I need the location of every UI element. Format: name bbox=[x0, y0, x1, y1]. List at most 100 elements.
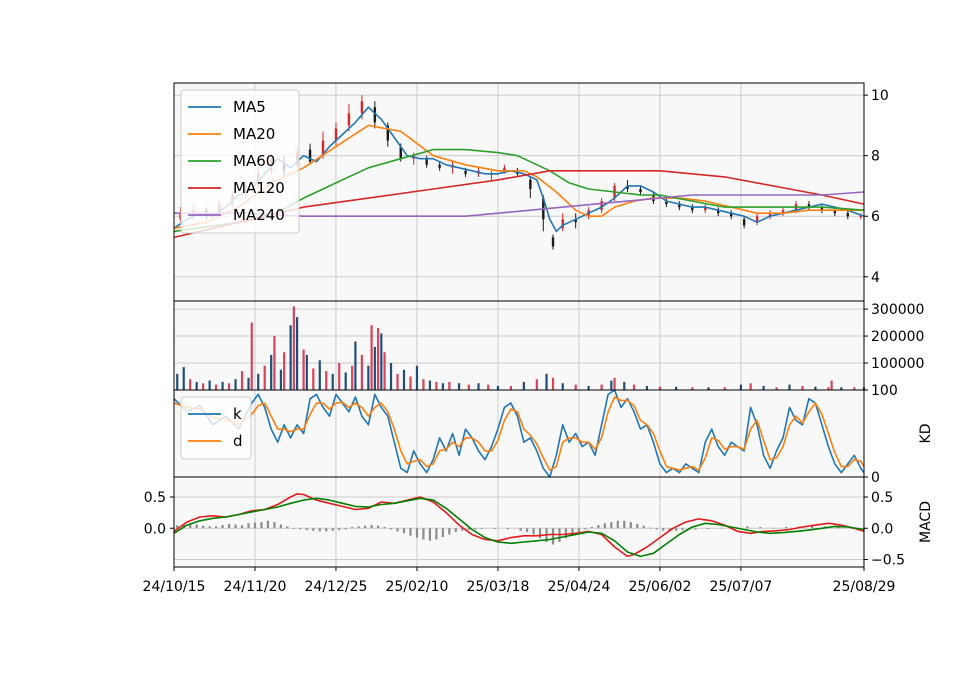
volume-bar-55 bbox=[522, 381, 525, 390]
legend-label-kd-0: k bbox=[233, 405, 242, 423]
macd-hist-bar-86 bbox=[811, 525, 814, 529]
volume-bar-6 bbox=[215, 384, 218, 390]
volume-bar-35 bbox=[373, 346, 376, 390]
volume-bar-59 bbox=[561, 383, 564, 390]
ytick-label-volume-1: 200000 bbox=[871, 329, 924, 345]
macd-hist-bar-62 bbox=[597, 525, 600, 529]
axis-ticks: 4 6 8 10 100000 200000 300000 0 100 KD −0.5 0.0 0.5 0… bbox=[143, 88, 934, 595]
ytick-label-kd-0: 0 bbox=[871, 470, 880, 486]
macd-hist-bar-88 bbox=[836, 527, 840, 529]
volume-bar-52 bbox=[487, 384, 490, 390]
macd-hist-bar-26 bbox=[344, 528, 347, 530]
macd-hist-bar-4 bbox=[202, 525, 205, 529]
volume-bar-61 bbox=[587, 385, 590, 390]
macd-hist-bar-49 bbox=[506, 528, 509, 530]
panel-backgrounds bbox=[174, 83, 864, 567]
volume-bar-20 bbox=[292, 306, 295, 390]
macd-hist-bar-39 bbox=[428, 528, 432, 541]
volume-bar-1 bbox=[182, 367, 185, 390]
macd-hist-bar-24 bbox=[331, 528, 334, 531]
volume-bar-45 bbox=[428, 380, 432, 390]
volume-bar-32 bbox=[360, 354, 363, 390]
volume-bar-25 bbox=[318, 360, 321, 390]
macd-hist-bar-13 bbox=[260, 522, 263, 529]
volume-bar-66 bbox=[632, 384, 636, 390]
ylabel-kd: KD bbox=[918, 424, 934, 444]
candle-body-43 bbox=[729, 213, 733, 217]
candle-body-47 bbox=[781, 210, 785, 214]
macd-hist-bar-79 bbox=[720, 527, 723, 529]
volume-bar-43 bbox=[415, 365, 419, 390]
legend-label-kd-1: d bbox=[233, 432, 243, 450]
macd-hist-bar-51 bbox=[525, 528, 529, 532]
series-line-macd-1 bbox=[173, 497, 865, 558]
candle-body-44 bbox=[742, 219, 746, 226]
volume-bar-48 bbox=[448, 381, 451, 390]
volume-bar-26 bbox=[325, 371, 328, 390]
macd-hist-bar-47 bbox=[480, 528, 483, 530]
volume-bar-78 bbox=[801, 385, 804, 390]
legend-label-price-4: MA240 bbox=[233, 206, 285, 224]
legend-label-price-3: MA120 bbox=[233, 179, 285, 197]
macd-hist-bar-10 bbox=[240, 525, 244, 529]
volume-bar-22 bbox=[302, 349, 305, 390]
macd-hist-bar-58 bbox=[571, 528, 574, 535]
volume-bar-14 bbox=[263, 365, 266, 390]
macd-hist-bar-6 bbox=[215, 526, 218, 529]
chart-marks bbox=[173, 95, 866, 558]
volume-bar-17 bbox=[279, 369, 283, 390]
series-line-kd-0 bbox=[173, 389, 865, 478]
candle-body-13 bbox=[347, 113, 351, 126]
series-line-macd-0 bbox=[173, 493, 865, 558]
macd-hist-bar-75 bbox=[681, 528, 684, 531]
macd-hist-bar-77 bbox=[694, 528, 697, 530]
macd-hist-bar-63 bbox=[603, 523, 606, 529]
ytick-label-kd-1: 100 bbox=[871, 383, 898, 399]
macd-hist-bar-78 bbox=[707, 528, 710, 530]
volume-bar-13 bbox=[257, 373, 260, 390]
volume-bar-46 bbox=[435, 381, 438, 390]
candle-body-42 bbox=[717, 210, 720, 214]
left-ytick-label-macd-0: 0.0 bbox=[144, 521, 166, 537]
candle-body-27 bbox=[529, 179, 532, 189]
candle-body-49 bbox=[807, 204, 811, 208]
macd-hist-bar-30 bbox=[370, 525, 373, 529]
candle-body-52 bbox=[846, 213, 850, 217]
macd-hist-bar-23 bbox=[325, 528, 328, 532]
ytick-label-price-0: 4 bbox=[871, 270, 880, 286]
volume-bar-30 bbox=[351, 365, 354, 390]
candle-body-22 bbox=[464, 170, 467, 174]
volume-bar-7 bbox=[221, 381, 224, 390]
volume-bar-56 bbox=[535, 379, 538, 390]
volume-bar-53 bbox=[496, 385, 500, 390]
candle-body-14 bbox=[360, 101, 364, 114]
macd-hist-bar-5 bbox=[208, 526, 211, 529]
volume-bar-80 bbox=[827, 387, 830, 390]
macd-hist-bar-68 bbox=[636, 523, 639, 529]
series-line-price-3 bbox=[173, 170, 865, 239]
macd-hist-bar-42 bbox=[448, 528, 451, 535]
panel-bg-volume bbox=[174, 301, 864, 390]
legend-label-price-0: MA5 bbox=[233, 98, 266, 116]
ytick-label-macd-0: −0.5 bbox=[871, 553, 905, 569]
volume-bar-73 bbox=[739, 384, 743, 390]
macd-hist-bar-14 bbox=[266, 520, 270, 529]
macd-hist-bar-3 bbox=[195, 524, 198, 529]
xtick-label-4: 25/03/18 bbox=[466, 579, 529, 595]
volume-bar-27 bbox=[331, 373, 334, 390]
candle-body-0 bbox=[179, 213, 182, 220]
candle-body-11 bbox=[321, 140, 325, 156]
candle-body-19 bbox=[425, 158, 428, 165]
candle-body-31 bbox=[574, 219, 577, 223]
macd-hist-bar-71 bbox=[655, 528, 658, 530]
macd-hist-bar-43 bbox=[454, 528, 457, 532]
macd-hist-bar-27 bbox=[351, 527, 354, 529]
xtick-label-5: 25/04/24 bbox=[547, 579, 610, 595]
macd-hist-bar-9 bbox=[234, 524, 237, 529]
volume-bar-64 bbox=[613, 377, 616, 390]
xtick-label-6: 25/06/02 bbox=[628, 579, 691, 595]
candle-body-39 bbox=[678, 204, 681, 208]
macd-hist-bar-60 bbox=[584, 528, 587, 530]
macd-hist-bar-53 bbox=[538, 528, 542, 539]
